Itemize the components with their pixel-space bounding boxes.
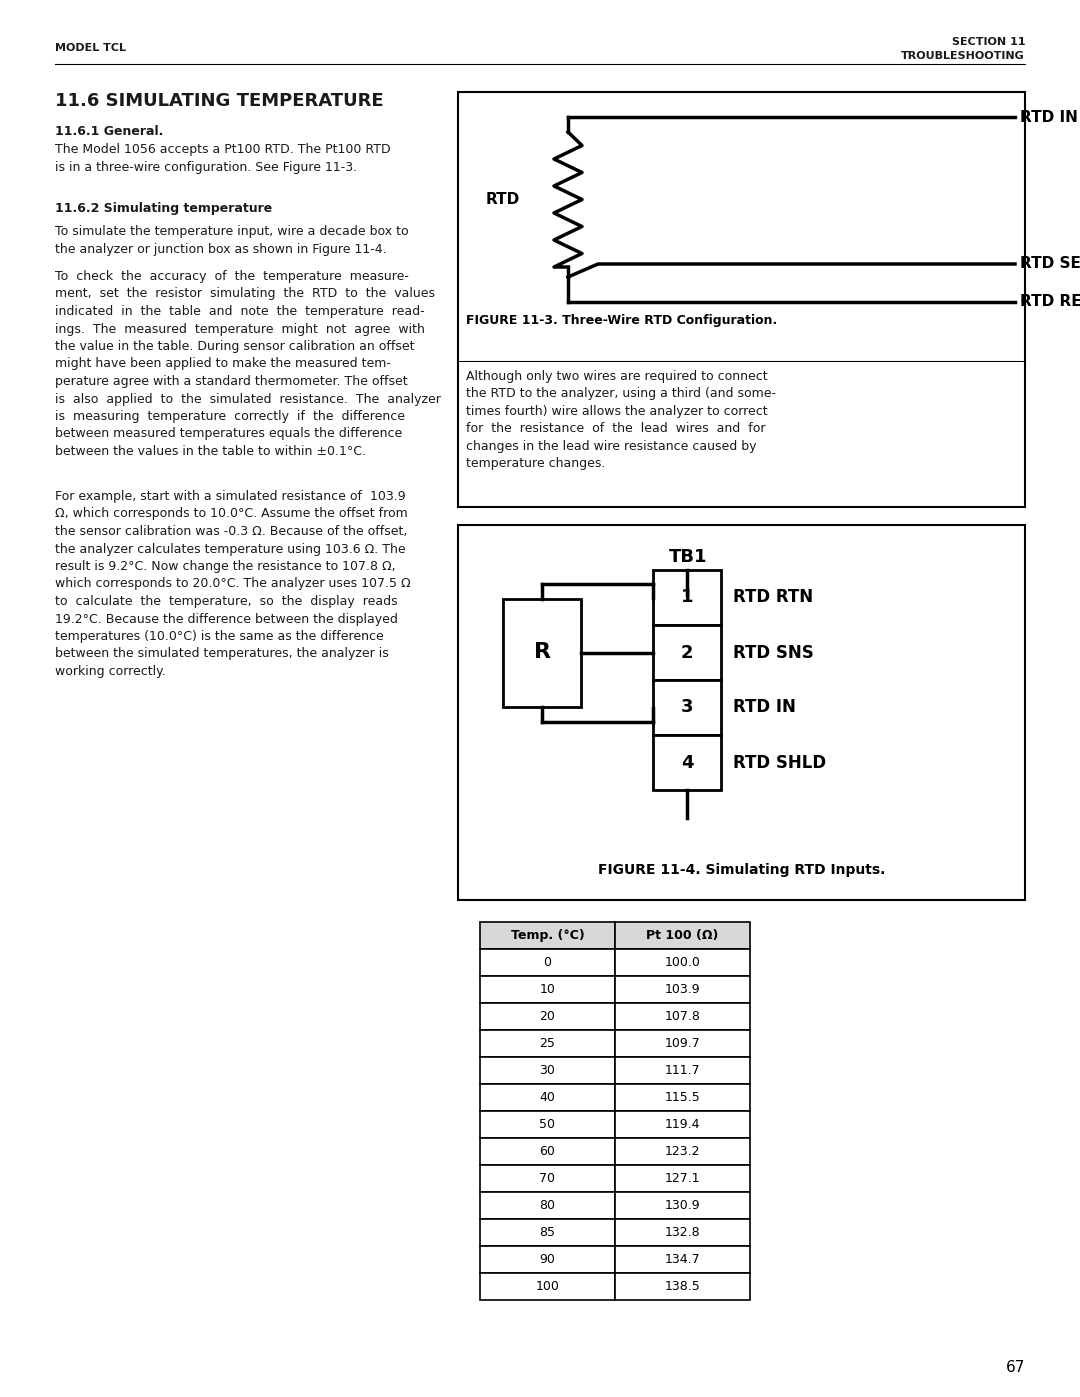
Text: 90: 90 — [540, 1253, 555, 1266]
Text: FIGURE 11-4. Simulating RTD Inputs.: FIGURE 11-4. Simulating RTD Inputs. — [598, 863, 886, 877]
Text: 11.6.1 General.: 11.6.1 General. — [55, 124, 163, 138]
Bar — [480, 1192, 615, 1220]
Bar — [480, 1003, 615, 1030]
Bar — [615, 1084, 750, 1111]
Text: 103.9: 103.9 — [664, 983, 700, 996]
Bar — [615, 949, 750, 977]
Bar — [480, 1165, 615, 1192]
Text: 80: 80 — [540, 1199, 555, 1213]
Text: R: R — [534, 643, 551, 662]
Text: 11.6.2 Simulating temperature: 11.6.2 Simulating temperature — [55, 203, 272, 215]
Text: The Model 1056 accepts a Pt100 RTD. The Pt100 RTD
is in a three-wire configurati: The Model 1056 accepts a Pt100 RTD. The … — [55, 142, 391, 173]
Text: 0: 0 — [543, 956, 552, 970]
Text: Although only two wires are required to connect
the RTD to the analyzer, using a: Although only two wires are required to … — [465, 370, 777, 471]
Text: RTD SNS: RTD SNS — [733, 644, 813, 662]
Bar — [615, 1246, 750, 1273]
Bar — [458, 92, 1025, 362]
Text: 11.6 SIMULATING TEMPERATURE: 11.6 SIMULATING TEMPERATURE — [55, 92, 383, 110]
Text: 127.1: 127.1 — [664, 1172, 700, 1185]
Text: 10: 10 — [540, 983, 555, 996]
Text: RTD SENSE: RTD SENSE — [1020, 257, 1080, 271]
Bar — [458, 362, 1025, 507]
Bar — [480, 1273, 615, 1301]
Text: 115.5: 115.5 — [664, 1091, 700, 1104]
Text: RTD RETURN: RTD RETURN — [1020, 295, 1080, 310]
Bar — [653, 570, 721, 624]
Text: 1: 1 — [680, 588, 693, 606]
Bar — [615, 977, 750, 1003]
Bar — [615, 1192, 750, 1220]
Text: 132.8: 132.8 — [664, 1227, 700, 1239]
Bar — [653, 680, 721, 735]
Bar — [458, 525, 1025, 900]
Bar — [615, 1030, 750, 1058]
Text: To  check  the  accuracy  of  the  temperature  measure-
ment,  set  the  resist: To check the accuracy of the temperature… — [55, 270, 441, 458]
Text: TB1: TB1 — [669, 548, 707, 566]
Bar — [615, 1273, 750, 1301]
Bar — [480, 1058, 615, 1084]
Bar — [653, 624, 721, 680]
Text: RTD IN: RTD IN — [1020, 109, 1078, 124]
Text: Temp. (°C): Temp. (°C) — [511, 929, 584, 942]
Text: 111.7: 111.7 — [664, 1065, 700, 1077]
Text: 60: 60 — [540, 1146, 555, 1158]
Text: 40: 40 — [540, 1091, 555, 1104]
Text: Pt 100 (Ω): Pt 100 (Ω) — [646, 929, 718, 942]
Bar — [480, 977, 615, 1003]
Bar — [480, 949, 615, 977]
Text: 50: 50 — [540, 1118, 555, 1132]
Bar — [615, 922, 750, 949]
Bar — [480, 1246, 615, 1273]
Text: FIGURE 11-3. Three-Wire RTD Configuration.: FIGURE 11-3. Three-Wire RTD Configuratio… — [465, 314, 778, 327]
Text: 130.9: 130.9 — [664, 1199, 700, 1213]
Text: 2: 2 — [680, 644, 693, 662]
Text: RTD: RTD — [486, 191, 519, 207]
Text: To simulate the temperature input, wire a decade box to
the analyzer or junction: To simulate the temperature input, wire … — [55, 225, 408, 256]
Bar — [480, 1030, 615, 1058]
Text: 100: 100 — [536, 1280, 559, 1294]
Text: 123.2: 123.2 — [665, 1146, 700, 1158]
Bar — [480, 1220, 615, 1246]
Text: 70: 70 — [540, 1172, 555, 1185]
Text: 25: 25 — [540, 1037, 555, 1051]
Bar — [615, 1111, 750, 1139]
Bar — [615, 1220, 750, 1246]
Bar — [653, 735, 721, 789]
Text: 138.5: 138.5 — [664, 1280, 700, 1294]
Bar — [480, 1084, 615, 1111]
Text: TROUBLESHOOTING: TROUBLESHOOTING — [901, 52, 1025, 61]
Text: MODEL TCL: MODEL TCL — [55, 43, 126, 53]
Bar — [503, 598, 581, 707]
Text: 20: 20 — [540, 1010, 555, 1023]
Text: 67: 67 — [1005, 1361, 1025, 1376]
Bar — [615, 1003, 750, 1030]
Text: 119.4: 119.4 — [665, 1118, 700, 1132]
Bar — [615, 1139, 750, 1165]
Text: 134.7: 134.7 — [664, 1253, 700, 1266]
Text: RTD IN: RTD IN — [733, 698, 796, 717]
Bar — [615, 1165, 750, 1192]
Bar — [615, 1058, 750, 1084]
Text: 85: 85 — [540, 1227, 555, 1239]
Text: 109.7: 109.7 — [664, 1037, 700, 1051]
Text: RTD SHLD: RTD SHLD — [733, 753, 826, 771]
Text: 3: 3 — [680, 698, 693, 717]
Bar — [480, 1139, 615, 1165]
Text: 30: 30 — [540, 1065, 555, 1077]
Bar — [480, 1111, 615, 1139]
Text: 107.8: 107.8 — [664, 1010, 701, 1023]
Text: 100.0: 100.0 — [664, 956, 701, 970]
Text: RTD RTN: RTD RTN — [733, 588, 813, 606]
Text: 4: 4 — [680, 753, 693, 771]
Text: For example, start with a simulated resistance of  103.9
Ω, which corresponds to: For example, start with a simulated resi… — [55, 490, 410, 678]
Text: SECTION 11: SECTION 11 — [951, 36, 1025, 47]
Bar — [480, 922, 615, 949]
